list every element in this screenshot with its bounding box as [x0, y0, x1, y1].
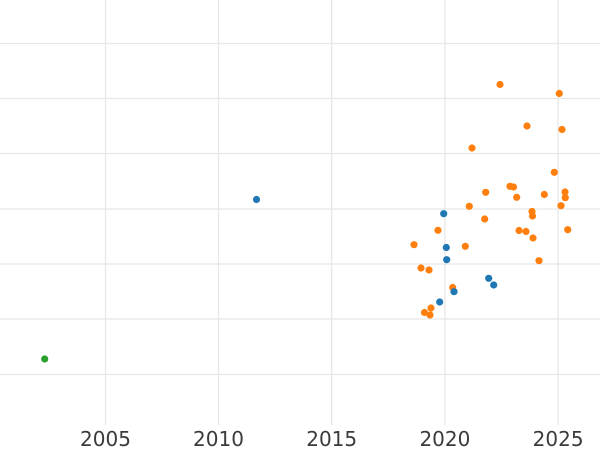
data-point-orange [420, 308, 429, 317]
data-point-orange [426, 311, 434, 319]
x-tick-label: 2015 [306, 427, 357, 450]
data-point-orange [468, 144, 476, 152]
data-point-orange [417, 264, 425, 272]
data-point-blue [442, 243, 450, 252]
data-point-orange [482, 188, 490, 196]
gridlines [0, 0, 600, 425]
data-point-orange [555, 89, 563, 98]
x-tick-label: 2020 [419, 427, 470, 450]
data-point-orange [558, 125, 566, 134]
data-point-orange [529, 234, 537, 242]
data-point-orange [509, 183, 518, 191]
data-point-orange [513, 193, 521, 201]
x-tick-label: 2025 [533, 427, 584, 450]
data-point-blue [485, 274, 493, 282]
data-point-orange [557, 202, 565, 210]
data-points [41, 80, 572, 363]
data-point-orange [561, 188, 569, 196]
data-point-orange [535, 257, 543, 265]
data-point-blue [443, 256, 451, 264]
data-point-orange [461, 242, 469, 250]
data-point-orange [540, 190, 548, 199]
data-point-orange [425, 266, 433, 274]
data-point-blue [440, 210, 448, 218]
data-point-orange [481, 215, 489, 223]
data-point-orange [561, 194, 569, 202]
data-point-orange [522, 227, 530, 236]
data-point-orange [515, 226, 523, 235]
x-tick-label: 2005 [80, 427, 131, 450]
data-point-blue [436, 298, 444, 306]
data-point-green [41, 355, 49, 363]
data-point-orange [550, 168, 558, 176]
data-point-orange [564, 226, 572, 234]
data-point-blue [252, 195, 261, 204]
data-point-orange [528, 212, 537, 220]
data-point-orange [465, 202, 473, 210]
data-point-orange [523, 122, 531, 130]
x-tick-label: 2010 [193, 427, 244, 450]
x-tick-labels: 2005 2010 2015 2020 2025 [80, 427, 584, 450]
data-point-orange [496, 80, 504, 89]
data-point-orange [427, 304, 435, 312]
data-point-blue [450, 288, 458, 296]
data-point-orange [410, 241, 418, 249]
data-point-orange [434, 226, 442, 234]
data-point-blue [490, 281, 498, 289]
